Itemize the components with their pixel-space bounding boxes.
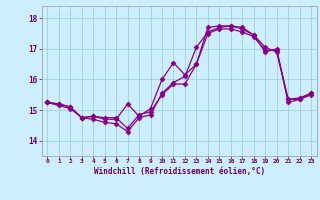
X-axis label: Windchill (Refroidissement éolien,°C): Windchill (Refroidissement éolien,°C) <box>94 167 265 176</box>
